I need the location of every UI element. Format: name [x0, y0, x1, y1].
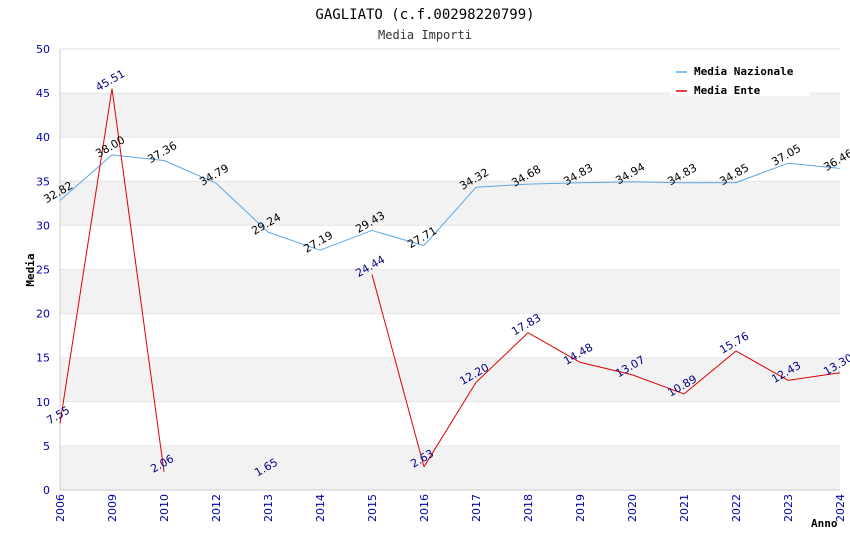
series-segment	[59, 154, 113, 201]
x-axis-label: Anno	[811, 517, 838, 530]
grid-band	[60, 225, 840, 270]
x-tick-label: 2016	[418, 494, 431, 522]
series-segment	[683, 350, 737, 395]
series-segment	[631, 181, 685, 184]
x-tick-label: 2024	[834, 494, 847, 522]
x-tick-label: 2014	[314, 494, 327, 522]
x-tick-label: 2021	[678, 494, 691, 522]
series-segment	[735, 162, 789, 184]
x-tick-label: 2023	[782, 494, 795, 522]
series-segment	[59, 88, 113, 424]
y-tick-label: 0	[43, 484, 50, 497]
grid-band	[60, 313, 840, 358]
series-segment	[735, 350, 789, 381]
x-tick-label: 2022	[730, 494, 743, 522]
y-tick-label: 35	[36, 175, 50, 188]
x-axis-ticks: 2006 2009 2010 2012 2013 2014 2015 2016 2017 2018…	[54, 494, 847, 522]
y-tick-label: 15	[36, 352, 50, 365]
series-segment	[527, 182, 581, 185]
grid-bands	[60, 49, 840, 490]
y-tick-label: 50	[36, 43, 50, 56]
series-segment	[475, 332, 529, 383]
chart-title: GAGLIATO (c.f.00298220799)	[315, 7, 534, 23]
legend-label-ente: Media Ente	[694, 84, 761, 97]
series-segment	[319, 229, 373, 251]
x-tick-label: 2010	[158, 494, 171, 522]
grid-band	[60, 269, 840, 314]
y-tick-label: 10	[36, 396, 50, 409]
chart-subtitle: Media Importi	[378, 28, 472, 42]
y-axis-label: Media	[24, 253, 37, 286]
x-tick-label: 2015	[366, 494, 379, 522]
series-media-ente	[59, 88, 841, 472]
series-segment	[423, 382, 477, 468]
series-segment	[371, 274, 425, 467]
x-tick-label: 2020	[626, 494, 639, 522]
series-segment	[215, 182, 269, 233]
y-tick-label: 45	[36, 87, 50, 100]
series-segment	[267, 231, 321, 251]
y-tick-label: 40	[36, 131, 50, 144]
grid-band	[60, 93, 840, 138]
grid-band	[60, 137, 840, 182]
x-tick-label: 2018	[522, 494, 535, 522]
x-tick-label: 2019	[574, 494, 587, 522]
series-segment	[111, 88, 165, 472]
y-axis-ticks: 0 5 10 15 20 25 30 35 40 45 50	[36, 43, 50, 497]
grid-band	[60, 445, 840, 490]
y-tick-label: 25	[36, 264, 50, 277]
series-segment	[631, 374, 685, 395]
legend: Media Nazionale Media Ente	[670, 60, 810, 97]
series-segment	[579, 361, 633, 376]
legend-box	[670, 60, 810, 96]
legend-label-nazionale: Media Nazionale	[694, 65, 794, 78]
series-segment	[163, 160, 217, 184]
x-tick-label: 2017	[470, 494, 483, 522]
series-segment	[423, 186, 477, 246]
series-segment	[371, 229, 425, 247]
y-tick-label: 5	[43, 440, 50, 453]
series-segment	[787, 162, 841, 169]
grid-band	[60, 181, 840, 226]
grid-band	[60, 357, 840, 402]
x-tick-label: 2006	[54, 494, 67, 522]
y-tick-label: 20	[36, 308, 50, 321]
x-tick-label: 2009	[106, 494, 119, 522]
series-segment	[787, 372, 841, 381]
series-segment	[475, 183, 529, 188]
series-segment	[527, 332, 581, 363]
x-tick-label: 2013	[262, 494, 275, 522]
series-layer	[59, 88, 841, 472]
series-segment	[579, 181, 633, 184]
y-tick-label: 30	[36, 219, 50, 232]
x-tick-label: 2012	[210, 494, 223, 522]
